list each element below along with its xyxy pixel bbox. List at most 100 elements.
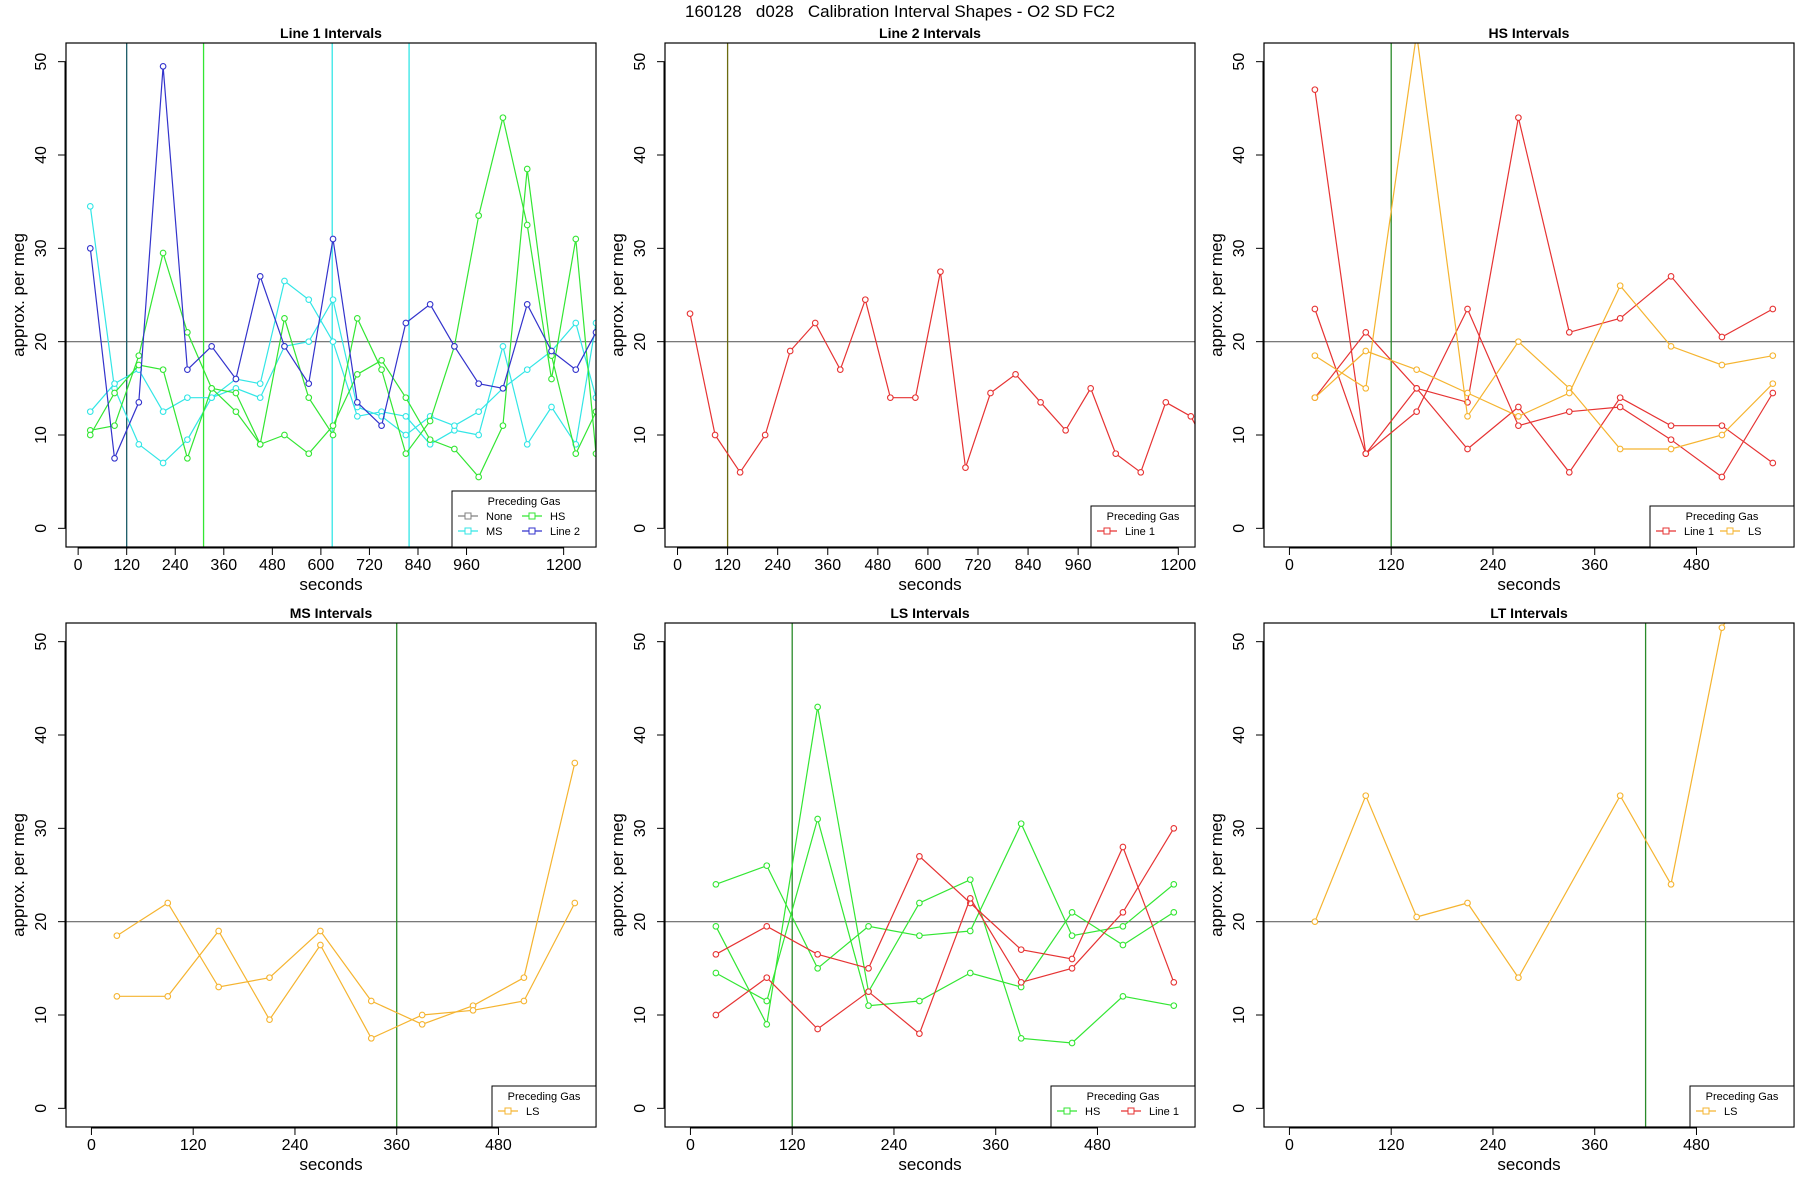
data-point xyxy=(1616,394,1624,402)
data-point xyxy=(184,394,191,402)
x-tick-label: 360 xyxy=(982,1137,1009,1154)
y-tick-label: 40 xyxy=(632,146,649,164)
data-point xyxy=(426,300,434,308)
data-point xyxy=(1017,1034,1025,1042)
data-point xyxy=(208,342,215,350)
data-point xyxy=(305,338,313,346)
y-tick-label: 10 xyxy=(632,426,649,444)
data-point xyxy=(256,380,264,388)
plot-frame xyxy=(1263,622,1795,1128)
data-point xyxy=(836,366,844,374)
plot-frame xyxy=(65,42,597,548)
data-point xyxy=(499,384,507,392)
data-point xyxy=(329,235,337,243)
legend-title: Preceding Gas xyxy=(1107,511,1180,523)
data-point xyxy=(523,165,531,173)
data-point xyxy=(966,876,974,884)
data-point xyxy=(1718,473,1726,481)
series-line xyxy=(1314,89,1774,456)
data-point xyxy=(1112,450,1120,458)
data-point xyxy=(763,974,771,982)
x-tick-label: 480 xyxy=(259,557,286,574)
data-point xyxy=(865,964,872,972)
y-tick-label: 0 xyxy=(33,1104,50,1113)
y-tick-label: 10 xyxy=(1231,1006,1248,1024)
legend-title: Preceding Gas xyxy=(508,1091,581,1103)
data-point xyxy=(1413,913,1420,921)
data-point xyxy=(184,328,191,336)
data-point xyxy=(367,1034,375,1042)
legend-swatch-marker xyxy=(528,527,536,535)
data-point xyxy=(1414,31,1420,37)
x-tick-label: 120 xyxy=(714,557,741,574)
data-point xyxy=(305,394,313,402)
data-point xyxy=(1068,908,1076,916)
data-point xyxy=(763,1020,771,1028)
series-line xyxy=(116,762,576,1025)
x-tick-label: 120 xyxy=(180,1137,207,1154)
x-tick-label: 360 xyxy=(1581,1137,1608,1154)
y-tick-label: 20 xyxy=(632,333,649,351)
x-tick-label: 0 xyxy=(673,557,682,574)
data-point xyxy=(1464,389,1471,397)
x-axis-label: seconds xyxy=(898,1155,961,1174)
data-point xyxy=(1769,389,1777,397)
legend-swatch-marker xyxy=(1726,527,1734,535)
data-point xyxy=(966,969,974,977)
legend-box xyxy=(1689,1085,1795,1128)
x-tick-label: 240 xyxy=(764,557,791,574)
y-tick-label: 0 xyxy=(632,1104,649,1113)
panel-title: Line 1 Intervals xyxy=(280,25,382,41)
legend-swatch-marker xyxy=(528,512,536,520)
data-point xyxy=(1119,843,1127,851)
data-point xyxy=(865,922,872,930)
legend-entry-label: Line 1 xyxy=(1684,526,1714,538)
data-point xyxy=(232,408,240,416)
data-point xyxy=(426,436,434,444)
data-point xyxy=(1464,412,1471,420)
data-point xyxy=(1187,412,1195,420)
data-point xyxy=(329,296,337,304)
x-axis-label: seconds xyxy=(299,1155,362,1174)
series-line xyxy=(89,168,596,479)
plot-frame xyxy=(664,622,1196,1128)
legend-swatch-marker xyxy=(1127,1107,1135,1115)
x-tick-label: 480 xyxy=(1683,557,1710,574)
legend: Preceding Gas Line 1 xyxy=(1090,505,1196,548)
data-point xyxy=(1565,468,1573,476)
data-point xyxy=(912,394,919,402)
series-line xyxy=(1314,284,1773,417)
x-tick-label: 360 xyxy=(210,557,237,574)
data-point xyxy=(1667,436,1675,444)
y-tick-label: 10 xyxy=(33,1006,50,1024)
data-point xyxy=(317,941,324,949)
data-point xyxy=(451,445,458,453)
x-tick-label: 600 xyxy=(308,557,335,574)
x-axis-label: seconds xyxy=(299,575,362,594)
y-tick-label: 30 xyxy=(632,819,649,837)
y-tick-label: 20 xyxy=(1231,333,1248,351)
data-point xyxy=(887,394,894,402)
series-line xyxy=(715,845,1175,983)
x-tick-label: 480 xyxy=(864,557,891,574)
x-tick-label: 240 xyxy=(1480,1137,1507,1154)
data-point xyxy=(1616,445,1624,453)
series-line xyxy=(1314,307,1774,478)
x-tick-label: 960 xyxy=(453,557,480,574)
data-point xyxy=(761,431,769,439)
data-point xyxy=(814,815,821,823)
legend: Preceding Gas LS xyxy=(1689,1085,1795,1128)
data-point xyxy=(814,703,821,711)
x-tick-label: 840 xyxy=(1015,557,1042,574)
x-axis-label: seconds xyxy=(1497,1155,1560,1174)
y-tick-label: 40 xyxy=(1231,726,1248,744)
data-point xyxy=(712,969,720,977)
data-point xyxy=(763,862,771,870)
data-point xyxy=(1311,394,1319,402)
data-point xyxy=(1087,384,1095,392)
x-tick-label: 0 xyxy=(686,1137,695,1154)
data-point xyxy=(1068,955,1076,963)
data-point xyxy=(592,408,596,416)
data-point xyxy=(281,431,288,439)
